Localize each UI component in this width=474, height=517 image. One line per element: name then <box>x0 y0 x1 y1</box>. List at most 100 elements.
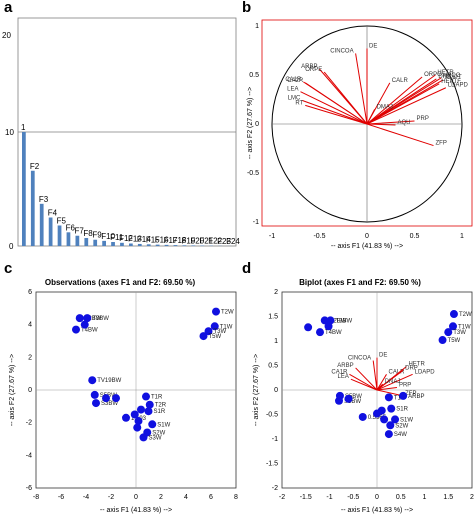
observation-point <box>320 316 329 325</box>
observation-point <box>102 394 110 403</box>
point-label: S5BW <box>345 394 362 400</box>
bar <box>66 232 71 246</box>
point-label: S1W <box>400 417 413 423</box>
y-tick-label: 1.5 <box>268 314 278 321</box>
loading-vector <box>366 76 423 125</box>
bar-label: F24 <box>226 237 240 246</box>
loading-vector <box>350 378 378 391</box>
x-tick-label: 2 <box>159 494 163 501</box>
vector-label: DE <box>379 353 387 359</box>
x-tick-label: -4 <box>83 494 89 501</box>
bar <box>48 217 53 246</box>
bar-label: F9 <box>92 231 102 240</box>
bar-label: F4 <box>48 209 58 218</box>
bar <box>93 239 98 246</box>
vector-label: CINCOA <box>348 356 371 362</box>
bar <box>30 170 35 246</box>
observation-point <box>373 409 381 418</box>
loading-vector <box>355 367 378 391</box>
vector-label: AQU <box>398 120 411 126</box>
y-tick-label: 2 <box>274 289 278 296</box>
correlation-circle-plot: -- axis F1 (41.83 %) --> -- axis F2 (27.… <box>247 19 473 250</box>
bar-label: F6 <box>66 223 76 232</box>
point-label: T2BW <box>330 318 347 324</box>
point-label: T3BW <box>335 318 352 324</box>
chart-title: Biplot (axes F1 and F2: 69.50 %) <box>299 278 421 287</box>
chart-title: Observations (axes F1 and F2: 69.50 %) <box>45 278 196 287</box>
x-tick-label: 0.5 <box>410 233 420 240</box>
observation-point <box>344 394 353 403</box>
point-label: S3W <box>149 435 162 441</box>
point-label: ARBP <box>408 394 424 400</box>
bar-label: 1 <box>21 123 26 132</box>
bar <box>146 244 151 246</box>
vector-label: DMAJ <box>377 104 393 110</box>
bar <box>173 245 178 246</box>
bar-label: F19 <box>182 236 196 245</box>
vector-label: LDAPD <box>415 369 436 375</box>
vector-label: ARBP <box>301 64 317 70</box>
observation-point <box>316 328 324 337</box>
vector-label: CA2R <box>287 78 304 84</box>
bar <box>120 242 124 246</box>
observation-point <box>384 430 393 439</box>
y-tick-label: -1 <box>253 219 259 226</box>
y-tick-label: -4 <box>26 452 32 459</box>
bar <box>137 243 142 246</box>
observation-point <box>130 410 139 419</box>
y-tick-label: -1.5 <box>266 461 278 468</box>
observation-point <box>386 421 395 430</box>
observation-point <box>391 415 400 424</box>
loading-vector <box>366 74 436 125</box>
y-tick-label: 0 <box>274 387 278 394</box>
vector-label: DE <box>369 44 377 50</box>
x-tick-label: -1 <box>269 233 275 240</box>
y-tick-label: 0.5 <box>268 363 278 370</box>
point-label: T4BW <box>81 328 98 334</box>
bar <box>164 244 169 246</box>
point-label: S1R <box>396 407 408 413</box>
point-label: T4BW <box>325 330 342 336</box>
x-tick-label: 4 <box>184 494 188 501</box>
observation-point <box>145 400 154 409</box>
observation-point <box>133 423 142 432</box>
point-label: T2BW <box>85 316 102 322</box>
x-tick-label: 0 <box>375 494 379 501</box>
bar-label: F21 <box>199 237 213 246</box>
y-tick-label: 0 <box>9 242 14 251</box>
observation-point <box>199 332 208 341</box>
loading-vector <box>376 387 398 391</box>
vector-label: CALR <box>389 369 406 375</box>
y-tick-label: 0 <box>28 387 32 394</box>
x-tick-label: 8 <box>234 494 238 501</box>
x-axis-label: -- axis F1 (41.83 %) --> <box>331 243 403 250</box>
x-axis-label: -- axis F1 (41.83 %) --> <box>100 507 172 514</box>
loading-vector <box>372 360 378 391</box>
observation-point <box>144 407 153 416</box>
observation-point <box>72 325 80 334</box>
vector-label: LEA <box>287 87 298 93</box>
y-tick-label: -0.5 <box>247 170 259 177</box>
observation-point <box>83 314 92 323</box>
bar-label: F23 <box>217 237 231 246</box>
loading-vector <box>302 100 368 125</box>
bar <box>129 243 133 246</box>
point-label: S3BW <box>101 401 118 407</box>
vector-label: HETR <box>437 70 454 76</box>
point-label: S1W <box>157 422 170 428</box>
vector-label: LMC <box>288 95 301 101</box>
y-axis-label: -- axis F2 (27.67 %) --> <box>247 87 254 159</box>
vector-label: LDAPD <box>448 83 469 89</box>
bar <box>155 244 160 246</box>
x-tick-label: 0 <box>134 494 138 501</box>
observation-point <box>134 417 143 426</box>
observation-point <box>139 433 148 442</box>
point-label: T5W <box>209 334 222 340</box>
loading-vector <box>349 373 378 391</box>
loading-vector <box>323 71 368 125</box>
observation-point <box>142 392 150 401</box>
y-axis-label: -- axis F2 (27.67 %) --> <box>253 354 260 426</box>
bar <box>22 132 26 246</box>
x-tick-label: -8 <box>33 494 39 501</box>
vector-label: DRP <box>405 365 418 371</box>
